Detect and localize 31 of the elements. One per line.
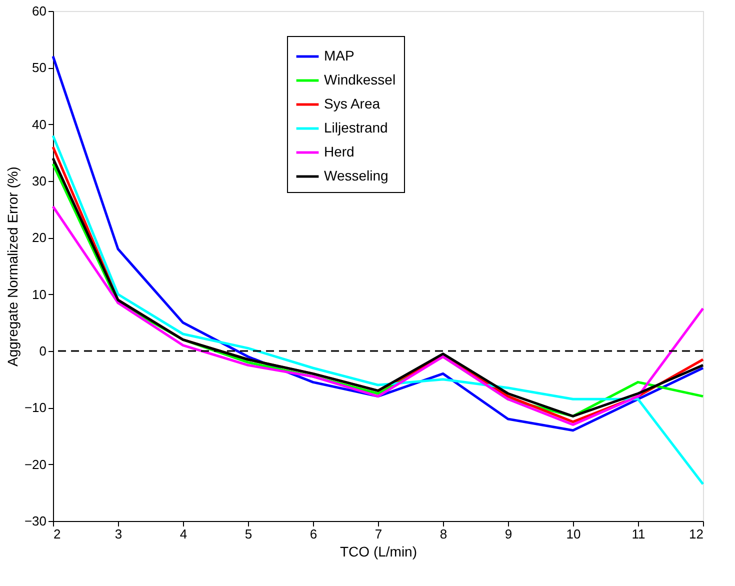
y-tick-label: 40	[32, 116, 46, 132]
line-series	[52, 205, 704, 426]
x-tick-label: 12	[689, 526, 704, 542]
y-tick-label: −20	[24, 456, 46, 472]
legend-label: Liljestrand	[324, 120, 388, 136]
x-tick-label: 7	[374, 526, 382, 542]
x-tick-label: 4	[180, 526, 188, 542]
y-tick-label: −10	[24, 400, 46, 416]
y-tick-label: 0	[39, 344, 46, 358]
x-tick-label: 3	[114, 526, 122, 542]
y-tick-label: −30	[24, 514, 46, 528]
x-tick-label: 2	[54, 526, 61, 542]
legend-label: MAP	[324, 48, 354, 64]
y-tick-label: 10	[32, 286, 46, 302]
x-tick-label: 6	[310, 526, 318, 542]
y-tick-label: 30	[32, 174, 46, 188]
legend-label: Sys Area	[324, 96, 380, 112]
line-series	[52, 134, 704, 486]
legend-label: Herd	[324, 144, 354, 160]
y-axis-title: Aggregate Normalized Error (%)	[4, 166, 20, 366]
y-tick-label: 20	[32, 230, 46, 246]
y-tick-label: 60	[32, 4, 46, 18]
x-tick-label: 11	[632, 526, 646, 542]
y-tick-label: 50	[32, 60, 46, 76]
x-tick-label: 9	[504, 526, 512, 542]
legend-label: Wesseling	[324, 168, 388, 184]
x-tick-label: 5	[244, 526, 252, 542]
legend-label: Windkessel	[324, 72, 396, 88]
x-tick-label: 8	[440, 526, 448, 542]
x-tick-label: 10	[566, 526, 581, 542]
x-axis-title: TCO (L/min)	[340, 544, 417, 560]
